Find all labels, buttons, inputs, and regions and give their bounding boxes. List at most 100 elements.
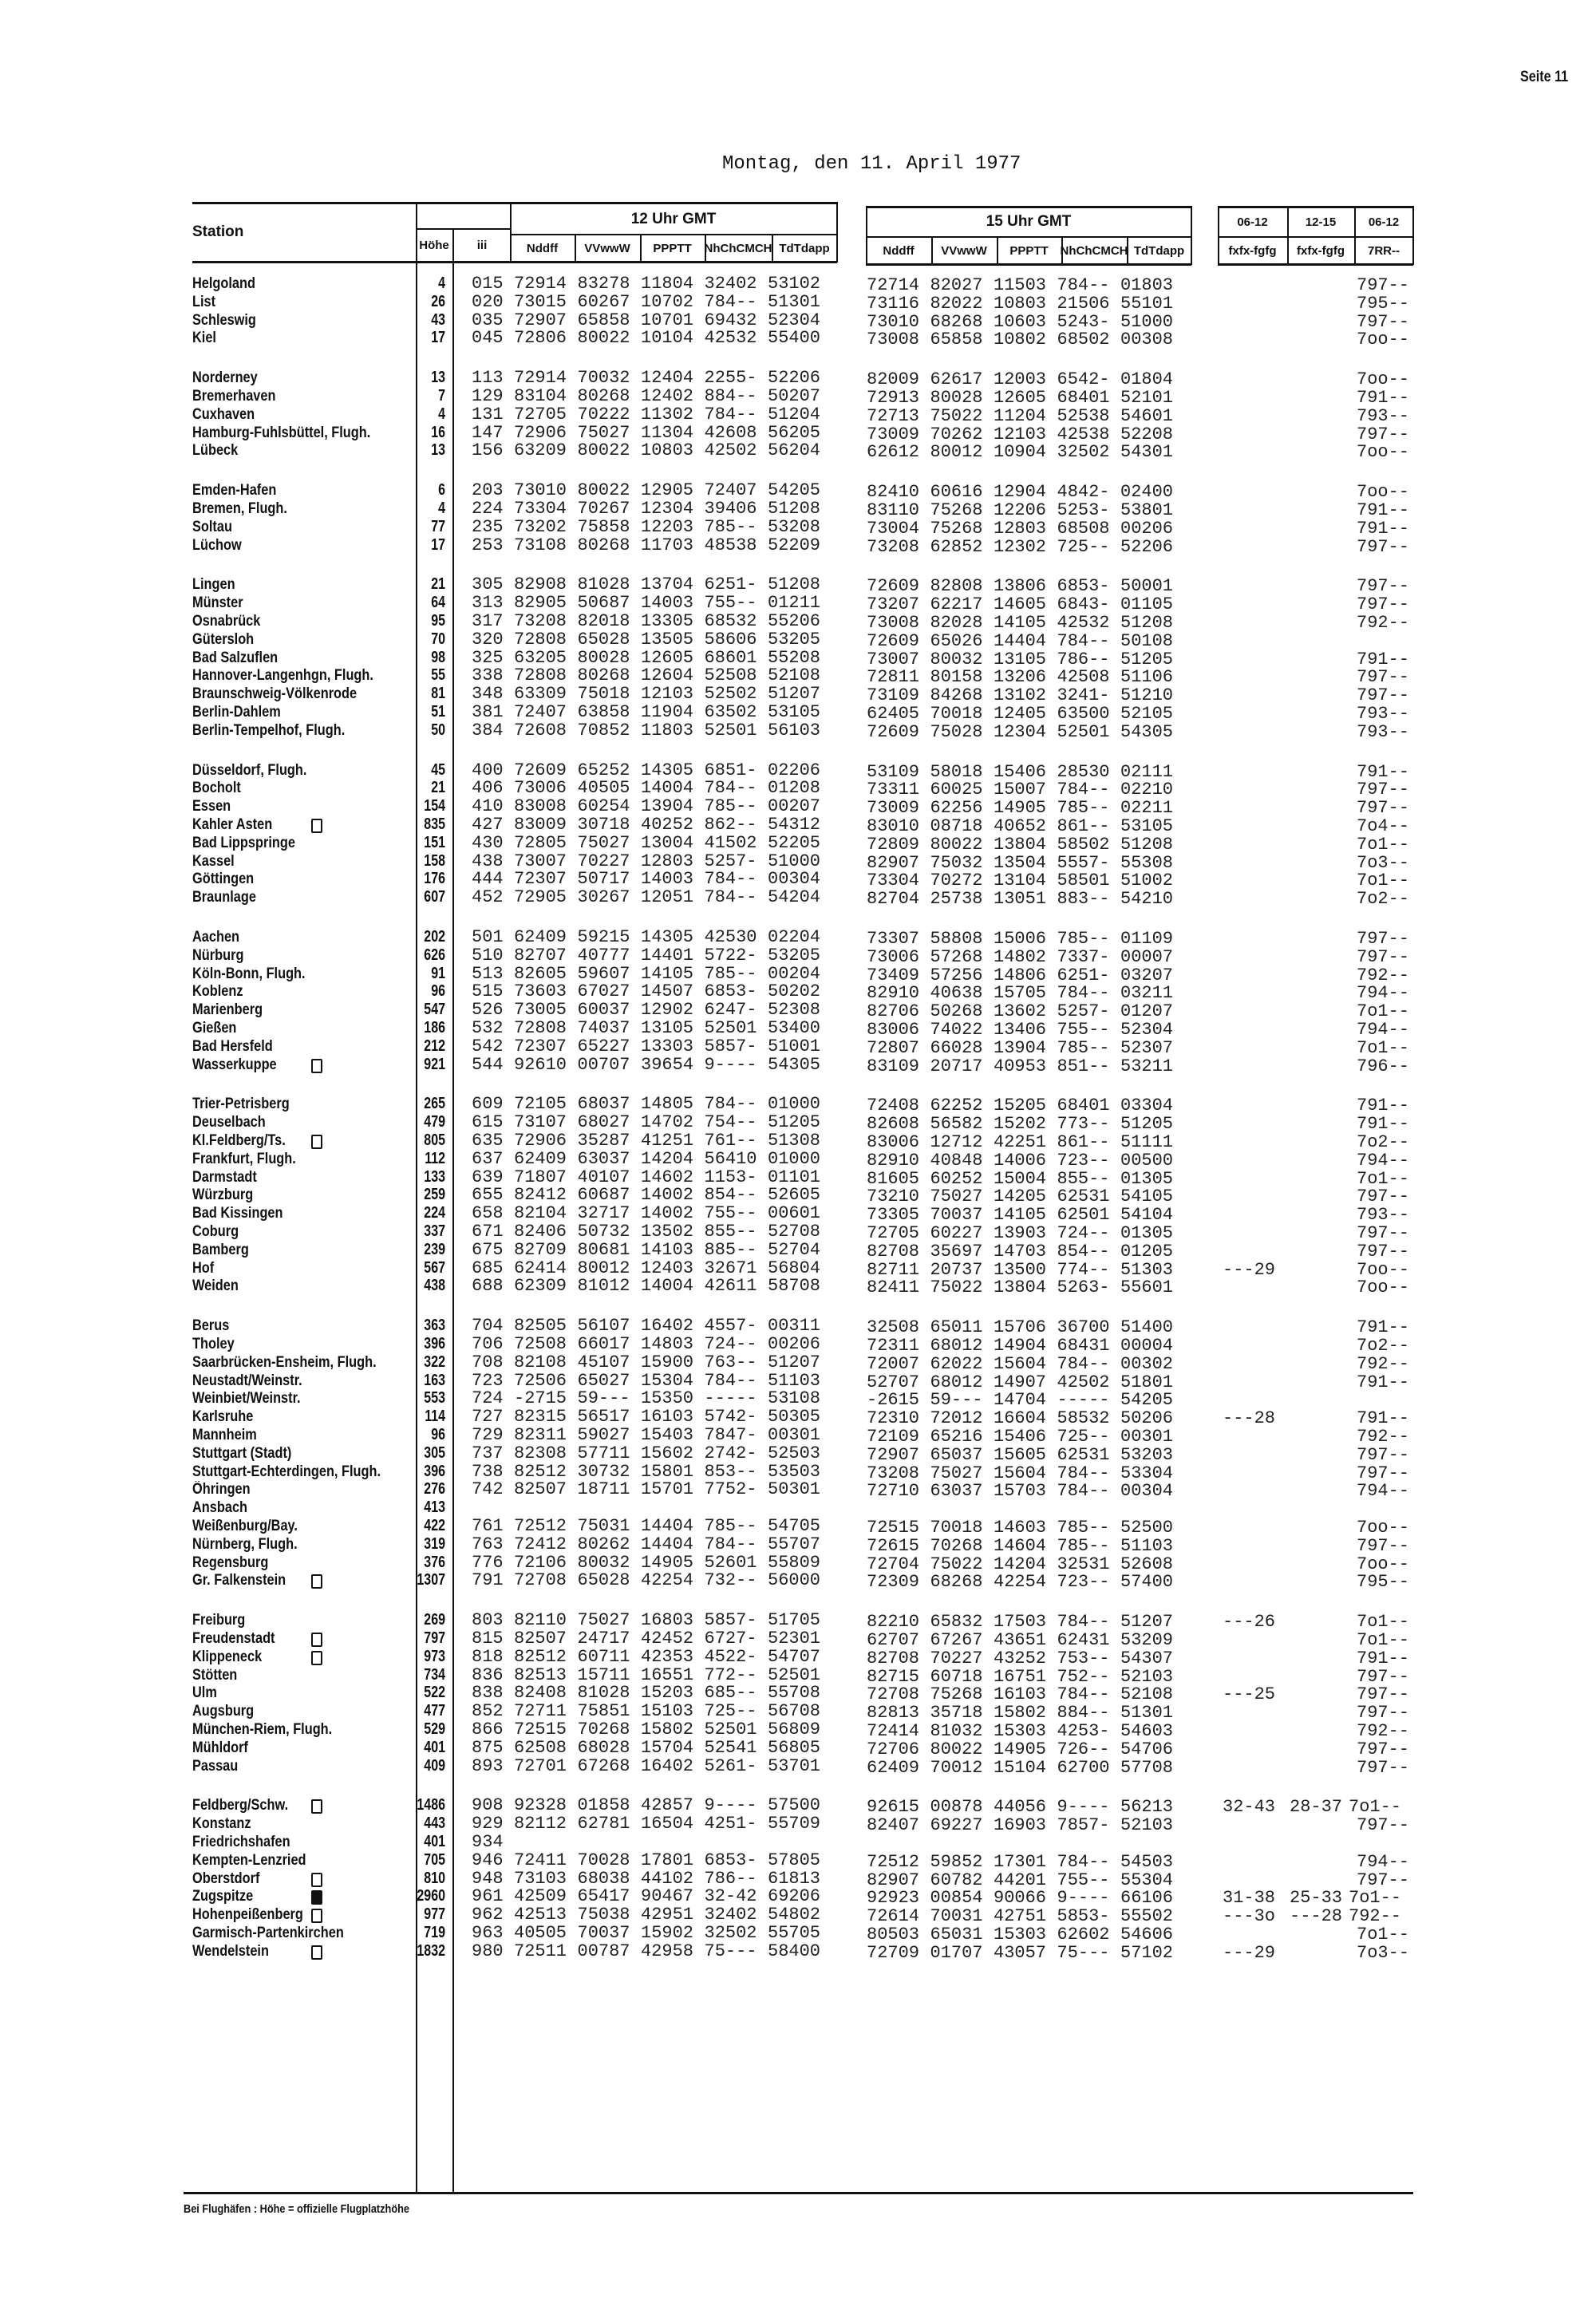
obs-12-group: 42509 (514, 1886, 567, 1907)
obs-15-group: 13206 (994, 667, 1047, 688)
obs-15-group: 00854 (930, 1888, 983, 1909)
obs-15-group: 01109 (1120, 929, 1174, 949)
obs-12-group: 12403 (641, 1258, 694, 1278)
obs-12-group: 42452 (641, 1629, 694, 1649)
obs-12-group: 12203 (641, 516, 694, 537)
obs-12-group: 72705 (514, 404, 567, 424)
obs-15-group: 15604 (994, 1463, 1047, 1483)
station-name: Bocholt (192, 780, 241, 797)
precip-06-12: 7o1-- (1357, 1630, 1410, 1650)
obs-12-group: 785-- (704, 516, 757, 537)
precip-06-12: 797-- (1357, 929, 1410, 949)
open-square-icon (311, 1945, 322, 1960)
station-index: 635 (472, 1131, 504, 1151)
gust-06-12: ---3o (1223, 1906, 1276, 1927)
obs-12-group: 69432 (704, 310, 757, 330)
obs-15-group: 73009 (867, 798, 920, 819)
precip-06-12: 797-- (1357, 1870, 1410, 1890)
station-index: 875 (472, 1737, 504, 1758)
obs-12-group: 92328 (514, 1795, 567, 1816)
obs-12-group: 42958 (641, 1941, 694, 1961)
station-index: 526 (472, 1000, 504, 1021)
obs-15-group: ----- (1057, 1390, 1110, 1411)
station-name: Helgoland (192, 275, 255, 292)
table-row: Koblenz 96 515 73603 67027 14507 6853- 50202 829… (0, 982, 1596, 1004)
table-row: Berus 363 704 82505 56107 16402 4557- 00311 3250… (0, 1316, 1596, 1337)
obs-12-group: 41251 (641, 1131, 694, 1151)
precip-06-12: 791-- (1357, 1114, 1410, 1135)
obs-12-group: 70227 (577, 851, 630, 871)
obs-15-group: 51103 (1120, 1535, 1174, 1556)
obs-15-group: 54205 (1120, 1390, 1174, 1411)
obs-12-group: 62414 (514, 1258, 567, 1278)
obs-15-group: 75022 (930, 405, 983, 426)
obs-12-group: 15304 (641, 1370, 694, 1391)
obs-15-group: 14907 (994, 1372, 1047, 1392)
obs-15-group: 44056 (994, 1797, 1047, 1818)
obs-12-group: 53400 (768, 1018, 821, 1038)
station-height: 734 (424, 1665, 445, 1684)
obs-15-group: 20717 (930, 1056, 983, 1076)
station-height: 133 (424, 1167, 445, 1186)
precip-06-12: 7o1-- (1357, 1612, 1410, 1633)
obs-15-group: 12206 (994, 500, 1047, 520)
obs-15-group: 54606 (1120, 1925, 1174, 1945)
obs-15-group: 75028 (930, 721, 983, 742)
table-row: Ansbach 413 (0, 1498, 1596, 1517)
obs-15-group: 16103 (994, 1684, 1047, 1705)
obs-15-group: 72705 (867, 1223, 920, 1243)
obs-12-group: 70028 (577, 1850, 630, 1870)
station-height: 224 (424, 1204, 445, 1222)
obs-15-group: 00304 (1120, 1481, 1174, 1502)
obs-12-group: 70032 (577, 368, 630, 389)
obs-15-group: 62531 (1057, 1444, 1110, 1465)
station-index: 235 (472, 516, 504, 537)
station-index: 015 (472, 274, 504, 294)
obs-15-group: 726-- (1057, 1739, 1110, 1759)
obs-12-group: 69206 (768, 1886, 821, 1907)
obs-12-group: 42611 (704, 1276, 757, 1297)
obs-15-group: 56213 (1120, 1797, 1174, 1818)
iii-header: iii (476, 239, 488, 252)
table-row: Frankfurt, Flugh. 112 637 62409 63037 14204 56… (0, 1150, 1596, 1170)
station-name: Karlsruhe (192, 1408, 254, 1426)
precip-06-12: 7o1-- (1357, 1001, 1410, 1022)
station-height: 202 (424, 928, 445, 946)
table-row: Kempten-Lenzried 705 946 72411 70028 17801 685… (0, 1850, 1596, 1871)
obs-12-group: 72609 (514, 760, 567, 780)
station-height: 322 (424, 1352, 445, 1371)
obs-15-group: 02211 (1120, 798, 1174, 819)
obs-12-group: 52704 (768, 1239, 821, 1260)
obs-15-group: 82808 (930, 576, 983, 597)
obs-15-group: 82910 (867, 983, 920, 1004)
obs-15-group: 14604 (994, 1535, 1047, 1556)
obs-15-group: 14704 (994, 1390, 1047, 1411)
obs-15-group: 52500 (1120, 1518, 1174, 1538)
obs-15-group: 784-- (1057, 1463, 1110, 1483)
obs-15-group: 725-- (1057, 1427, 1110, 1447)
station-name: Braunschweig-Völkenrode (192, 685, 358, 703)
obs-15-group: 75268 (930, 518, 983, 539)
obs-12-group: 51207 (768, 1352, 821, 1372)
obs-15-group: 00308 (1120, 330, 1174, 350)
table-row: Hof 567 685 62414 80012 12403 32671 56804 82711 2… (0, 1258, 1596, 1279)
station-name: Darmstadt (192, 1168, 257, 1186)
obs-15-group: 00302 (1120, 1353, 1174, 1374)
obs-15-group: 53801 (1120, 500, 1174, 520)
station-name: Wasserkuppe (192, 1056, 277, 1073)
obs-15-group: 68401 (1057, 388, 1110, 408)
station-height: 55 (431, 666, 445, 685)
obs-15-group: 51208 (1120, 613, 1174, 633)
obs-12-group: 80028 (577, 647, 630, 668)
obs-12-group: 55708 (768, 1683, 821, 1704)
obs-12-group: 62409 (514, 927, 567, 947)
station-index: 444 (472, 869, 504, 890)
obs-12-group: 68028 (577, 1737, 630, 1758)
station-index: 655 (472, 1185, 504, 1206)
obs-15-group: 12304 (994, 721, 1047, 742)
obs-12-group: 7752- (704, 1479, 757, 1500)
obs-15-group: 70018 (930, 1518, 983, 1538)
obs-12-group: 00311 (768, 1316, 821, 1337)
station-name: Klippeneck (192, 1648, 263, 1665)
obs-12-group: 14803 (641, 1334, 694, 1354)
